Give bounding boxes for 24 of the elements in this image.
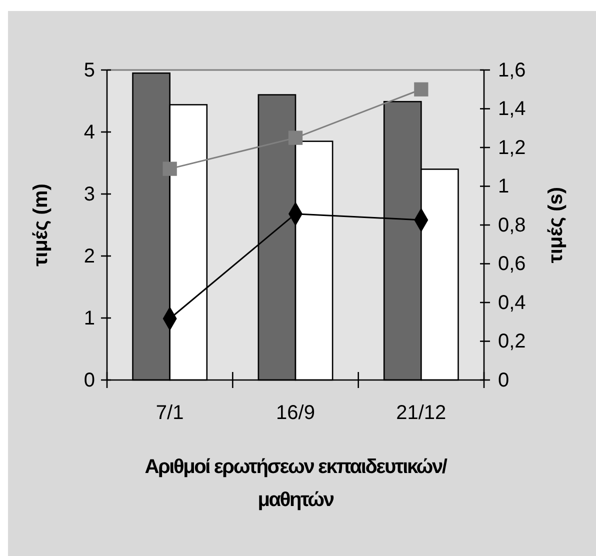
y2-tick-label: 0,8 [498,214,526,236]
point [414,82,428,96]
y-tick-label: 1 [84,307,95,330]
y2-tick-label: 0,4 [498,292,526,314]
point [162,162,177,176]
y-axis-title: τιμές (m) [30,184,52,266]
y-tick-label: 0 [84,369,95,392]
x-axis-title: Αριθμοί ερωτήσεων εκπαιδευτικών/ μαθητών [144,456,448,511]
point [288,130,303,145]
y-tick-label: 5 [84,59,95,82]
y2-tick-label: 1,6 [498,59,526,82]
y2-tick-label: 0 [498,369,510,392]
y-tick-label: 3 [84,183,95,206]
y2-tick-label: 1 [498,176,510,198]
y-tick-label: 2 [84,245,95,268]
y2-tick-label: 1,4 [498,98,526,120]
x-tick-label: 7/1 [156,402,184,424]
y2-tick-label: 0,2 [498,330,526,353]
x-tick-label: 21/12 [396,402,446,424]
x-tick-label: 16/9 [276,402,315,424]
y-tick-label: 4 [84,121,95,144]
y2-tick-label: 0,6 [498,253,526,276]
y2-axis-title: τιμές (s) [545,186,567,264]
y2-tick-label: 1,2 [498,136,526,159]
